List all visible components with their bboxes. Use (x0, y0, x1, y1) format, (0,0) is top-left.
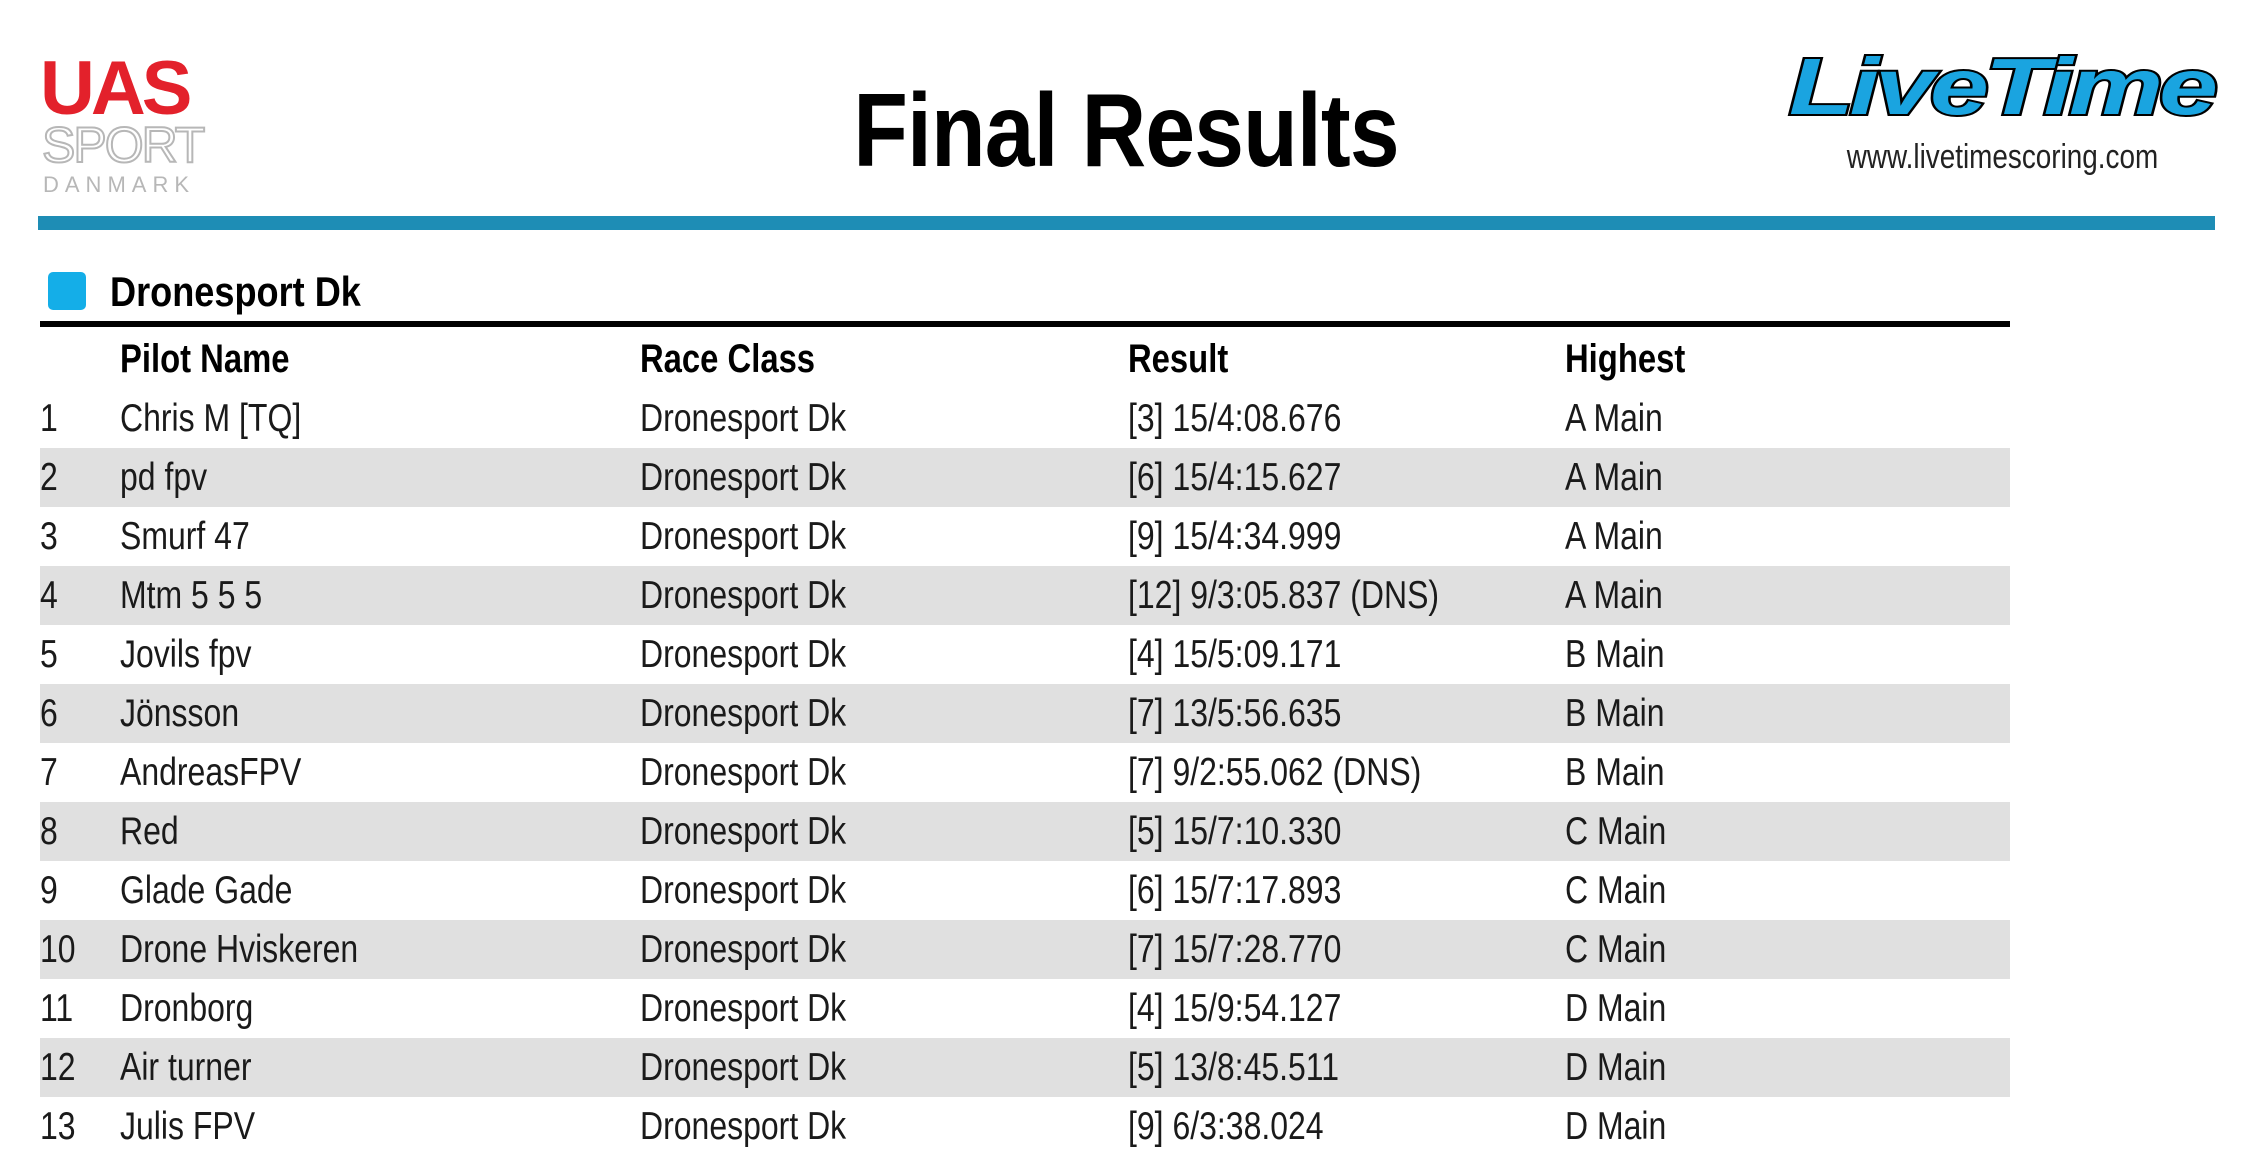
position-cell: 10 (40, 928, 76, 971)
header-divider (38, 216, 2215, 230)
pilot-name-cell: Dronborg (120, 987, 254, 1030)
highest-cell: D Main (1565, 1046, 1667, 1089)
race-class-cell: Dronesport Dk (640, 987, 847, 1030)
pilot-name-cell: Jönsson (120, 692, 240, 735)
highest-cell: A Main (1565, 515, 1663, 558)
position-cell: 3 (40, 515, 58, 558)
race-class-cell: Dronesport Dk (640, 633, 847, 676)
pilot-name-cell: Jovils fpv (120, 633, 252, 676)
position-cell: 12 (40, 1046, 76, 1089)
pilot-name-cell: Chris M [TQ] (120, 397, 302, 440)
pilot-name-cell: pd fpv (120, 456, 208, 499)
result-cell: [7] 13/5:56.635 (1128, 692, 1342, 735)
pilot-name-cell: Air turner (120, 1046, 252, 1089)
result-cell: [5] 13/8:45.511 (1128, 1046, 1340, 1089)
table-row: 4 Mtm 5 5 5 Dronesport Dk [12] 9/3:05.837 (… (40, 566, 2010, 625)
table-row: 13 Julis FPV Dronesport Dk [9] 6/3:38.024 D … (40, 1097, 2010, 1156)
livetime-logo: LiveTime (1787, 48, 2220, 128)
livetime-logo-text: LiveTime (1789, 48, 2216, 128)
table-row: 3 Smurf 47 Dronesport Dk [9] 15/4:34.999 A M… (40, 507, 2010, 566)
highest-cell: A Main (1565, 397, 1663, 440)
result-cell: [7] 15/7:28.770 (1128, 928, 1342, 971)
pilot-name-cell: Smurf 47 (120, 515, 250, 558)
uas-logo-text: UAS (40, 50, 190, 131)
result-cell: [3] 15/4:08.676 (1128, 397, 1342, 440)
position-cell: 9 (40, 869, 58, 912)
result-cell: [4] 15/5:09.171 (1128, 633, 1342, 676)
result-cell: [6] 15/4:15.627 (1128, 456, 1342, 499)
position-cell: 11 (40, 987, 74, 1030)
race-class-cell: Dronesport Dk (640, 810, 847, 853)
pilot-name-cell: Drone Hviskeren (120, 928, 359, 971)
highest-cell: B Main (1565, 633, 1665, 676)
danmark-logo-text: DANMARK (43, 172, 195, 197)
livetime-url: www.livetimescoring.com (1846, 138, 2159, 176)
position-cell: 2 (40, 456, 58, 499)
column-header-pilot-name: Pilot Name (120, 337, 290, 381)
position-cell: 6 (40, 692, 58, 735)
sport-logo-text: SPORT (42, 117, 205, 173)
section-divider (40, 321, 2010, 327)
race-class-cell: Dronesport Dk (640, 456, 847, 499)
table-row: 1 Chris M [TQ] Dronesport Dk [3] 15/4:08.67… (40, 389, 2010, 448)
highest-cell: D Main (1565, 1105, 1667, 1148)
section-title: Dronesport Dk (110, 268, 361, 315)
result-cell: [12] 9/3:05.837 (DNS) (1128, 574, 1440, 617)
highest-cell: B Main (1565, 692, 1665, 735)
pilot-name-cell: Red (120, 810, 179, 853)
position-cell: 8 (40, 810, 58, 853)
table-row: 6 Jönsson Dronesport Dk [7] 13/5:56.635 B Ma… (40, 684, 2010, 743)
position-cell: 13 (40, 1105, 76, 1148)
column-header-highest: Highest (1565, 337, 1686, 381)
position-cell: 5 (40, 633, 58, 676)
highest-cell: D Main (1565, 987, 1667, 1030)
result-cell: [9] 15/4:34.999 (1128, 515, 1342, 558)
race-class-cell: Dronesport Dk (640, 751, 847, 794)
race-class-cell: Dronesport Dk (640, 869, 847, 912)
race-class-cell: Dronesport Dk (640, 515, 847, 558)
race-class-cell: Dronesport Dk (640, 1046, 847, 1089)
table-header-row: Pilot Name Race Class Result Highest (40, 330, 2010, 389)
race-class-cell: Dronesport Dk (640, 397, 847, 440)
table-row: 5 Jovils fpv Dronesport Dk [4] 15/5:09.171 B… (40, 625, 2010, 684)
table-row: 12 Air turner Dronesport Dk [5] 13/8:45.511… (40, 1038, 2010, 1097)
result-cell: [9] 6/3:38.024 (1128, 1105, 1324, 1148)
highest-cell: A Main (1565, 574, 1663, 617)
position-cell: 1 (40, 397, 58, 440)
section-color-swatch (48, 272, 86, 310)
result-cell: [6] 15/7:17.893 (1128, 869, 1342, 912)
highest-cell: B Main (1565, 751, 1665, 794)
table-row: 7 AndreasFPV Dronesport Dk [7] 9/2:55.062 (… (40, 743, 2010, 802)
pilot-name-cell: Julis FPV (120, 1105, 256, 1148)
column-header-race-class: Race Class (640, 337, 816, 381)
race-class-cell: Dronesport Dk (640, 574, 847, 617)
result-cell: [4] 15/9:54.127 (1128, 987, 1342, 1030)
highest-cell: C Main (1565, 810, 1667, 853)
column-header-result: Result (1128, 337, 1229, 381)
highest-cell: C Main (1565, 869, 1667, 912)
highest-cell: A Main (1565, 456, 1663, 499)
pilot-name-cell: Glade Gade (120, 869, 293, 912)
result-cell: [5] 15/7:10.330 (1128, 810, 1342, 853)
position-cell: 7 (40, 751, 58, 794)
table-row: 8 Red Dronesport Dk [5] 15/7:10.330 C Main (40, 802, 2010, 861)
uas-sport-danmark-logo: UAS SPORT DANMARK (40, 50, 208, 197)
race-class-cell: Dronesport Dk (640, 692, 847, 735)
highest-cell: C Main (1565, 928, 1667, 971)
results-table: Pilot Name Race Class Result Highest 1 Ch… (40, 330, 2010, 1156)
pilot-name-cell: AndreasFPV (120, 751, 302, 794)
table-row: 9 Glade Gade Dronesport Dk [6] 15/7:17.893 C… (40, 861, 2010, 920)
result-cell: [7] 9/2:55.062 (DNS) (1128, 751, 1422, 794)
race-class-cell: Dronesport Dk (640, 1105, 847, 1148)
table-row: 2 pd fpv Dronesport Dk [6] 15/4:15.627 A Mai… (40, 448, 2010, 507)
race-class-cell: Dronesport Dk (640, 928, 847, 971)
pilot-name-cell: Mtm 5 5 5 (120, 574, 263, 617)
table-row: 10 Drone Hviskeren Dronesport Dk [7] 15/7:2… (40, 920, 2010, 979)
page-title: Final Results (853, 73, 1399, 189)
table-row: 11 Dronborg Dronesport Dk [4] 15/9:54.127 D … (40, 979, 2010, 1038)
table-body: 1 Chris M [TQ] Dronesport Dk [3] 15/4:08.67… (40, 389, 2010, 1156)
position-cell: 4 (40, 574, 58, 617)
